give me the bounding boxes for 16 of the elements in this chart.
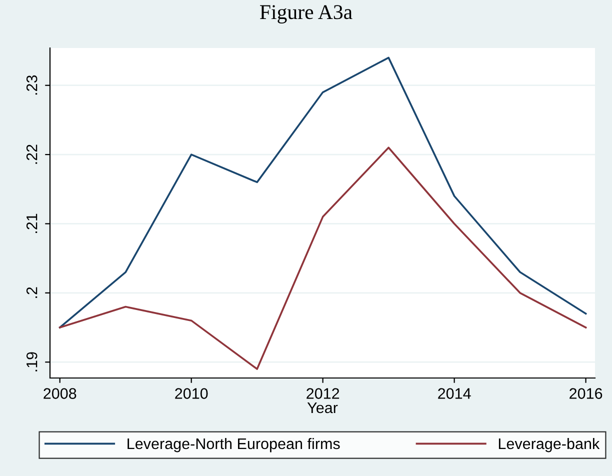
x-axis-title: Year [307, 402, 338, 414]
x-tick-label: 2010 [175, 388, 208, 399]
legend-label: Leverage-bank [498, 438, 600, 452]
legend-label: Leverage-North European firms [128, 438, 340, 452]
y-tick-label: .21 [26, 214, 38, 233]
x-tick-label: 2012 [306, 388, 340, 399]
y-tick-label: .2 [26, 287, 38, 298]
chart-title: Figure A3a [260, 5, 352, 24]
line-series [58, 56, 587, 328]
x-tick-label: 2008 [44, 388, 76, 399]
y-tick-label: .23 [26, 75, 38, 95]
line-series [58, 146, 587, 370]
y-tick-label: .22 [26, 144, 38, 164]
x-tick-label: 2016 [570, 388, 602, 399]
y-tick-label: .19 [26, 352, 38, 372]
x-tick-label: 2014 [438, 388, 471, 399]
